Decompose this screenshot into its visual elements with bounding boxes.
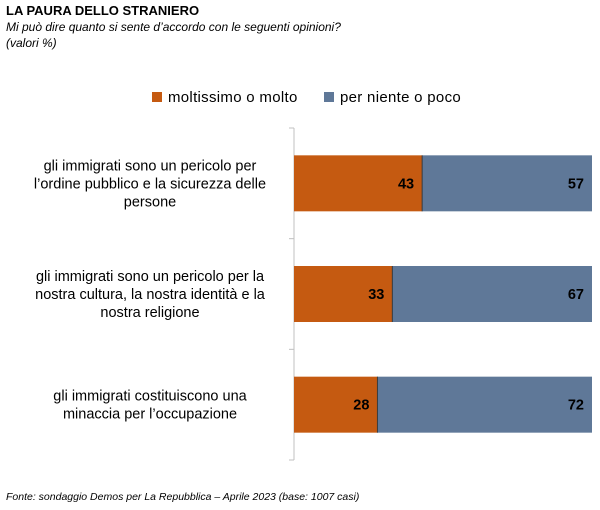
- category-label-2-line-1: gli immigrati sono un pericolo per la: [36, 269, 265, 285]
- chart-title: LA PAURA DELLO STRANIERO: [6, 3, 200, 18]
- legend-swatch-series-2: [324, 92, 334, 102]
- bar-1-cat-3: [294, 376, 378, 433]
- data-label-1-cat-3: 28: [353, 398, 369, 414]
- bar-2-cat-2: [392, 266, 592, 322]
- subtitle-units: (valori %): [6, 36, 57, 50]
- legend-label-series-1: moltissimo o molto: [168, 89, 298, 106]
- data-label-2-cat-2: 67: [568, 287, 584, 303]
- bar-1-cat-2: [294, 266, 393, 322]
- legend-swatch-series-1: [152, 92, 162, 102]
- bar-2-cat-1: [422, 155, 592, 212]
- chart-subtitle: Mi può dire quanto si sente d’accordo co…: [6, 19, 341, 51]
- data-label-2-cat-3: 72: [568, 398, 584, 414]
- legend-label-series-2: per niente o poco: [340, 89, 461, 106]
- category-label-3-line-2: minaccia per l’occupazione: [63, 407, 237, 423]
- category-label-2-line-3: nostra religione: [100, 305, 199, 321]
- category-label-1-line-1: gli immigrati sono un pericolo per: [44, 158, 257, 174]
- category-label-2-line-2: nostra cultura, la nostra identità e la: [35, 287, 266, 303]
- subtitle-question: Mi può dire quanto si sente d’accordo co…: [6, 20, 341, 34]
- category-label-3-line-1: gli immigrati costituiscono una: [53, 389, 247, 405]
- data-label-1-cat-1: 43: [398, 176, 414, 192]
- bar-1-cat-1: [294, 155, 423, 212]
- data-label-2-cat-1: 57: [568, 176, 584, 192]
- bar-2-cat-3: [377, 376, 592, 433]
- source-note: Fonte: sondaggio Demos per La Repubblica…: [6, 491, 360, 503]
- data-label-1-cat-2: 33: [368, 287, 384, 303]
- category-label-1-line-3: persone: [124, 194, 176, 210]
- category-label-1-line-2: l’ordine pubblico e la sicurezza delle: [34, 176, 266, 192]
